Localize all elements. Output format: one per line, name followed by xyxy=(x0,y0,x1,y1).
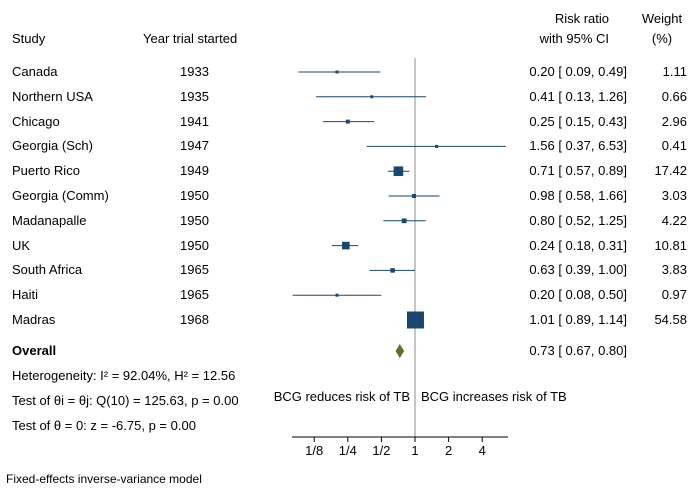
study-weight: 0.97 xyxy=(661,287,687,303)
x-tick-label: 1/4 xyxy=(338,443,357,458)
study-ci: 0.24 [ 0.18, 0.31] xyxy=(529,237,627,253)
study-year: 1965 xyxy=(180,287,209,303)
study-marker xyxy=(345,119,350,124)
homogeneity-test: Test of θi = θj: Q(10) = 125.63, p = 0.0… xyxy=(12,393,239,408)
study-year: 1949 xyxy=(180,163,209,179)
x-tick-label: 4 xyxy=(478,443,486,458)
study-marker xyxy=(393,166,404,177)
study-weight: 3.03 xyxy=(661,188,687,203)
study-year: 1965 xyxy=(180,262,209,278)
study-ci: 0.63 [ 0.39, 1.00] xyxy=(529,262,627,278)
study-name: Georgia (Sch) xyxy=(12,138,93,154)
header-weight: Weight xyxy=(641,11,683,26)
study-marker xyxy=(335,293,339,297)
study-name: Georgia (Comm) xyxy=(12,188,109,203)
study-year: 1950 xyxy=(180,212,209,228)
study-name: Haiti xyxy=(12,287,39,303)
direction-label-left: BCG reduces risk of TB xyxy=(273,389,410,404)
study-marker xyxy=(435,144,439,148)
study-weight: 0.41 xyxy=(661,138,687,154)
study-marker xyxy=(370,95,374,99)
study-weight: 1.11 xyxy=(662,64,687,79)
study-year: 1950 xyxy=(180,237,209,253)
study-ci: 1.01 [ 0.89, 1.14] xyxy=(529,312,627,327)
study-year: 1941 xyxy=(180,113,209,129)
study-ci: 0.71 [ 0.57, 0.89] xyxy=(529,163,627,179)
study-weight: 2.96 xyxy=(661,113,687,129)
direction-label-right: BCG increases risk of TB xyxy=(421,389,567,404)
study-name: UK xyxy=(12,237,31,253)
study-weight: 0.66 xyxy=(661,88,687,104)
study-marker xyxy=(342,241,350,250)
study-ci: 0.25 [ 0.15, 0.43] xyxy=(529,113,627,129)
x-tick-label: 1/2 xyxy=(372,443,391,458)
study-marker xyxy=(401,218,407,224)
header-study: Study xyxy=(12,31,46,46)
study-name: South Africa xyxy=(12,262,83,278)
model-footnote: Fixed-effects inverse-variance model xyxy=(6,472,202,486)
study-ci: 0.80 [ 0.52, 1.25] xyxy=(529,212,627,228)
study-ci: 0.41 [ 0.13, 1.26] xyxy=(529,88,627,104)
study-year: 1968 xyxy=(180,312,209,327)
header-year: Year trial started xyxy=(143,31,238,46)
study-marker xyxy=(390,268,395,273)
study-name: Madras xyxy=(12,312,56,327)
study-year: 1947 xyxy=(180,138,209,154)
study-year: 1950 xyxy=(180,188,209,203)
study-name: Puerto Rico xyxy=(12,163,80,179)
study-weight: 54.58 xyxy=(654,312,687,327)
study-name: Chicago xyxy=(12,113,60,129)
study-weight: 4.22 xyxy=(661,212,687,228)
study-ci: 1.56 [ 0.37, 6.53] xyxy=(529,138,627,154)
x-tick-label: 1/8 xyxy=(305,443,324,458)
study-marker xyxy=(412,193,417,199)
study-name: Northern USA xyxy=(12,88,93,104)
study-weight: 10.81 xyxy=(654,237,687,253)
study-name: Canada xyxy=(12,64,58,79)
study-ci: 0.20 [ 0.08, 0.50] xyxy=(529,287,627,303)
study-year: 1933 xyxy=(180,64,209,79)
x-tick-label: 1 xyxy=(411,443,419,458)
study-name: Madanapalle xyxy=(12,212,87,228)
study-ci: 0.98 [ 0.58, 1.66] xyxy=(529,188,627,203)
header-risk-ratio: Risk ratio xyxy=(554,11,609,26)
header-ci: with 95% CI xyxy=(539,31,609,46)
study-weight: 17.42 xyxy=(654,163,687,179)
overall-label: Overall xyxy=(12,343,57,358)
overall-ci: 0.73 [ 0.67, 0.80] xyxy=(529,343,627,358)
study-year: 1935 xyxy=(180,88,209,104)
overall-effect-test: Test of θ = 0: z = -6.75, p = 0.00 xyxy=(12,418,196,433)
header-weight-unit: (%) xyxy=(651,31,673,46)
overall-diamond xyxy=(395,344,405,358)
study-weight: 3.83 xyxy=(661,262,687,278)
study-ci: 0.20 [ 0.09, 0.49] xyxy=(529,64,627,79)
study-marker xyxy=(335,70,339,74)
x-tick-label: 2 xyxy=(444,443,453,458)
heterogeneity-stat: Heterogeneity: I² = 92.04%, H² = 12.56 xyxy=(12,368,236,383)
study-marker xyxy=(406,311,424,329)
